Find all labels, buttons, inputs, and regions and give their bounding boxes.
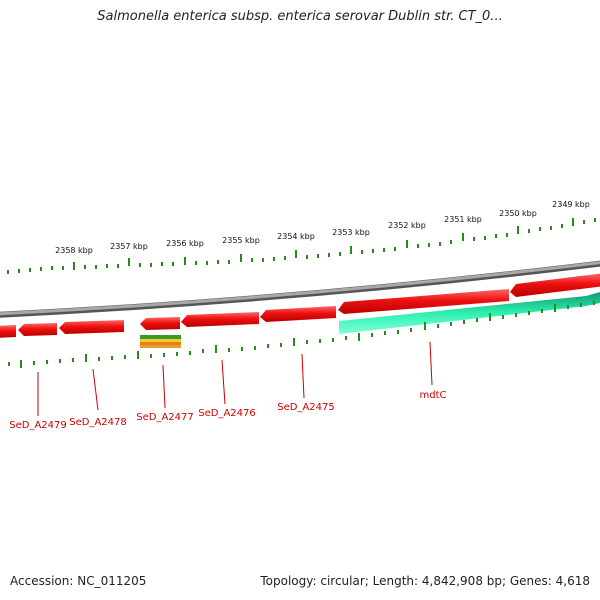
ruler-upper-ticks — [7, 218, 596, 274]
gene-label: SeD_A2476 — [198, 408, 256, 419]
gene-block-mdtC[interactable] — [339, 292, 600, 334]
feature-stack — [140, 335, 181, 348]
gene-block[interactable] — [140, 317, 180, 330]
gene-block[interactable] — [260, 306, 336, 322]
ruler-lower-ticks — [8, 301, 595, 368]
ruler-label: 2350 kbp — [499, 209, 537, 218]
gene-label: SeD_A2478 — [69, 417, 127, 428]
gene-block[interactable] — [181, 312, 259, 327]
ruler-label: 2349 kbp — [552, 200, 590, 209]
ruler-label: 2353 kbp — [332, 228, 370, 237]
backbone — [0, 261, 600, 316]
ruler-label: 2352 kbp — [388, 221, 426, 230]
topology-text: Topology: circular; Length: 4,842,908 bp… — [260, 574, 590, 588]
gene-block[interactable] — [59, 320, 124, 334]
ruler-label: 2355 kbp — [222, 236, 260, 245]
gene-label: SeD_A2479 — [9, 420, 67, 431]
forward-genes — [0, 273, 600, 338]
gene-block[interactable] — [338, 289, 509, 314]
gene-label: mdtC — [420, 390, 447, 401]
ruler-label: 2351 kbp — [444, 215, 482, 224]
accession-text: Accession: NC_011205 — [10, 574, 147, 588]
ruler-label: 2358 kbp — [55, 246, 93, 255]
gene-label-lines — [37, 341, 433, 416]
ruler-label: 2357 kbp — [110, 242, 148, 251]
gene-label: SeD_A2475 — [277, 402, 335, 413]
ruler-label: 2356 kbp — [166, 239, 204, 248]
map-title: Salmonella enterica subsp. enterica sero… — [97, 9, 503, 24]
gene-block[interactable] — [18, 323, 57, 336]
ruler-label: 2354 kbp — [277, 232, 315, 241]
gene-block[interactable] — [510, 273, 600, 297]
gene-label: SeD_A2477 — [136, 412, 194, 423]
gene-block[interactable] — [0, 325, 16, 338]
